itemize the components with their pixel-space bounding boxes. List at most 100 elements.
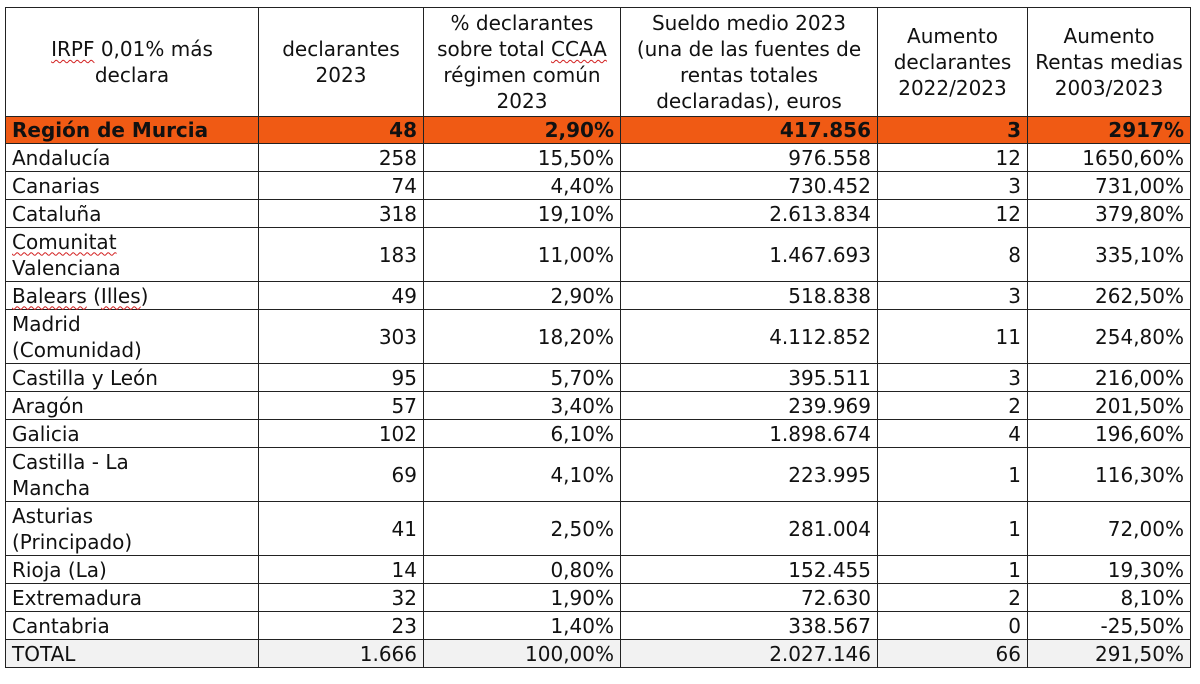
cell-aumento-declarantes: 8 [877,227,1028,282]
region-name: Balears [12,283,87,308]
cell-aumento-declarantes: 11 [877,309,1028,364]
region-name: Aragón [12,393,84,418]
header-region: IRPF 0,01% más declara [5,7,259,117]
header-aumento-declarantes: Aumento declarantes 2022/2023 [877,7,1028,117]
cell-aumento-declarantes: 1 [877,501,1028,556]
region-name-line2: Mancha [12,475,91,500]
header-aumento-rentas: Aumento Rentas medias 2003/2023 [1027,7,1191,117]
region-name: Madrid [12,311,81,336]
header-row: IRPF 0,01% más declara declarantes 2023 … [5,7,1191,117]
region-name-line2: (Comunidad) [12,337,142,362]
cell-aumento-declarantes: 12 [877,143,1028,172]
table-row: Castilla - La Mancha 69 4,10% 223.995 1 116,30… [5,447,1191,502]
table-row: Extremadura 32 1,90% 72.630 2 8,10% [5,583,1191,612]
cell-region: Cantabria [5,611,259,640]
cell-aumento-rentas: 1650,60% [1027,143,1191,172]
cell-porcentaje: 1,90% [423,583,621,612]
cell-declarantes: 41 [258,501,424,556]
cell-aumento-declarantes: 2 [877,391,1028,420]
cell-aumento-rentas: 19,30% [1027,555,1191,584]
region-name: Cataluña [12,201,102,226]
header-region-irpf: IRPF [51,37,95,61]
region-name: Rioja (La) [12,557,107,582]
cell-porcentaje: 4,10% [423,447,621,502]
cell-region: Cataluña [5,199,259,228]
cell-porcentaje: 2,90% [423,281,621,310]
cell-aumento-declarantes: 3 [877,363,1028,392]
cell-total-declarantes: 1.666 [258,639,424,668]
region-name: Andalucía [12,145,111,170]
cell-sueldo: 1.898.674 [620,419,878,448]
table-row: Castilla y León 95 5,70% 395.511 3 216,00% [5,363,1191,392]
cell-aumento-declarantes: 1 [877,555,1028,584]
cell-declarantes: 48 [258,116,424,144]
cell-region: Extremadura [5,583,259,612]
table-row: Madrid (Comunidad) 303 18,20% 4.112.852 11 254… [5,309,1191,364]
cell-porcentaje: 18,20% [423,309,621,364]
cell-aumento-rentas: 72,00% [1027,501,1191,556]
cell-aumento-declarantes: 0 [877,611,1028,640]
cell-aumento-rentas: 116,30% [1027,447,1191,502]
cell-aumento-declarantes: 4 [877,419,1028,448]
cell-porcentaje: 2,90% [423,116,621,144]
cell-aumento-rentas: 254,80% [1027,309,1191,364]
table-row: Asturias (Principado) 41 2,50% 281.004 1 72,00… [5,501,1191,556]
region-name: Extremadura [12,585,142,610]
cell-declarantes: 258 [258,143,424,172]
table-row: Rioja (La) 14 0,80% 152.455 1 19,30% [5,555,1191,584]
cell-porcentaje: 0,80% [423,555,621,584]
table-row: Andalucía 258 15,50% 976.558 12 1650,60% [5,143,1191,172]
header-porcentaje-c: régimen común 2023 [443,63,601,113]
cell-aumento-declarantes: 1 [877,447,1028,502]
cell-declarantes: 14 [258,555,424,584]
irpf-table: IRPF 0,01% más declara declarantes 2023 … [5,7,1191,668]
cell-sueldo: 152.455 [620,555,878,584]
cell-aumento-rentas: 8,10% [1027,583,1191,612]
total-row: TOTAL 1.666 100,00% 2.027.146 66 291,50% [5,639,1191,668]
cell-region: Canarias [5,171,259,200]
region-name: Cantabria [12,613,110,638]
cell-sueldo: 1.467.693 [620,227,878,282]
region-name: Galicia [12,421,80,446]
cell-declarantes: 32 [258,583,424,612]
cell-declarantes: 49 [258,281,424,310]
cell-aumento-rentas: 216,00% [1027,363,1191,392]
cell-total-sueldo: 2.027.146 [620,639,878,668]
cell-region: Andalucía [5,143,259,172]
cell-aumento-declarantes: 12 [877,199,1028,228]
cell-region: Comunitat Valenciana [5,227,259,282]
cell-porcentaje: 5,70% [423,363,621,392]
header-porcentaje-ccaa: CCAA [551,37,607,61]
cell-region: Balears (Illes) [5,281,259,310]
cell-porcentaje: 19,10% [423,199,621,228]
cell-total-aumento-rentas: 291,50% [1027,639,1191,668]
cell-declarantes: 95 [258,363,424,392]
table-row: Cantabria 23 1,40% 338.567 0 -25,50% [5,611,1191,640]
table-row: Comunitat Valenciana 183 11,00% 1.467.693 8 33… [5,227,1191,282]
cell-sueldo: 72.630 [620,583,878,612]
highlight-row-murcia: Región de Murcia 48 2,90% 417.856 3 2917… [5,116,1191,144]
region-name: Castilla - La [12,449,129,474]
cell-aumento-rentas: 335,10% [1027,227,1191,282]
cell-porcentaje: 15,50% [423,143,621,172]
cell-sueldo: 730.452 [620,171,878,200]
region-name-part: ) [140,283,149,308]
cell-region: Región de Murcia [5,116,259,144]
region-name-part: Illes [100,283,141,308]
cell-sueldo: 2.613.834 [620,199,878,228]
table-row: Balears (Illes) 49 2,90% 518.838 3 262,50% [5,281,1191,310]
cell-porcentaje: 1,40% [423,611,621,640]
cell-sueldo: 281.004 [620,501,878,556]
cell-aumento-rentas: 262,50% [1027,281,1191,310]
cell-declarantes: 183 [258,227,424,282]
cell-region: Galicia [5,419,259,448]
cell-sueldo: 223.995 [620,447,878,502]
header-sueldo: Sueldo medio 2023 (una de las fuentes de… [620,7,878,117]
header-porcentaje: % declarantes sobre total CCAA régimen c… [423,7,621,117]
cell-total-label: TOTAL [5,639,259,668]
cell-aumento-rentas: -25,50% [1027,611,1191,640]
cell-region: Castilla y León [5,363,259,392]
region-name-line2: Valenciana [12,255,121,280]
cell-declarantes: 102 [258,419,424,448]
cell-porcentaje: 3,40% [423,391,621,420]
